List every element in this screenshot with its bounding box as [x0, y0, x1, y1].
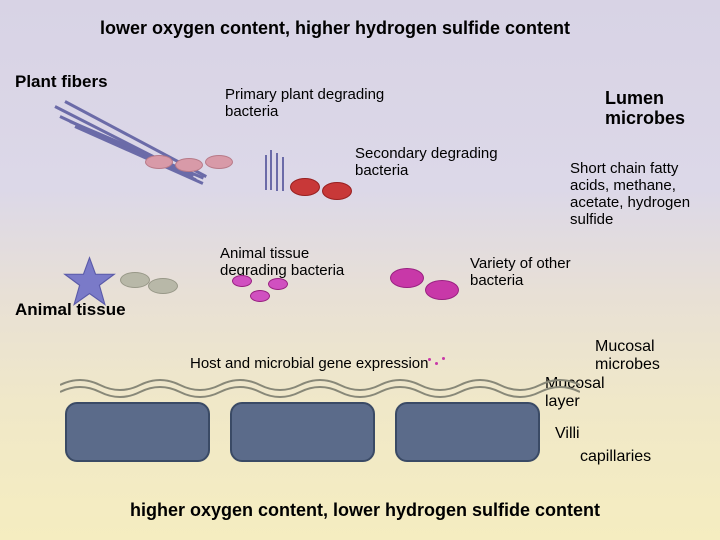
primary-label: Primary plant degrading bacteria	[225, 86, 425, 120]
villus	[65, 402, 210, 462]
plant-fibers-label: Plant fibers	[15, 72, 108, 92]
title-top: lower oxygen content, higher hydrogen su…	[100, 18, 570, 39]
lumen-label-2: microbes	[605, 108, 685, 129]
secondary-bacteria	[290, 178, 320, 196]
primary-bacteria	[145, 155, 173, 169]
scfa-label: Short chain fatty acids, methane, acetat…	[570, 160, 710, 228]
animal-tissue-piece	[120, 272, 150, 288]
animal-degrading-bacteria	[232, 275, 252, 287]
plant-fiber	[54, 105, 193, 178]
villi-label: Villi	[555, 425, 580, 443]
lumen-label-1: Lumen	[605, 88, 664, 109]
fiber-fragment	[276, 153, 278, 191]
animal-tissue-deg-label: Animal tissue degrading bacteria	[220, 245, 380, 279]
variety-label: Variety of other bacteria	[470, 255, 600, 289]
animal-tissue-piece	[148, 278, 178, 294]
capillaries-label: capillaries	[580, 448, 651, 466]
mucosal-microbe-dot	[435, 362, 438, 365]
mucosal-microbe-dot	[442, 357, 445, 360]
villus	[230, 402, 375, 462]
mucosal-wave	[60, 370, 580, 400]
villus	[395, 402, 540, 462]
plant-fiber	[74, 125, 203, 185]
title-bottom: higher oxygen content, lower hydrogen su…	[130, 500, 600, 521]
secondary-bacteria	[322, 182, 352, 200]
fiber-fragment	[270, 150, 272, 190]
animal-degrading-bacteria	[250, 290, 270, 302]
secondary-label: Secondary degrading bacteria	[355, 145, 535, 179]
mucosal-microbes-label: Mucosal microbes	[595, 338, 695, 374]
other-bacteria	[425, 280, 459, 300]
mucosal-microbe-dot	[428, 358, 431, 361]
animal-degrading-bacteria	[268, 278, 288, 290]
primary-bacteria	[205, 155, 233, 169]
fiber-fragment	[265, 155, 267, 190]
animal-tissue-star	[62, 255, 117, 310]
primary-bacteria	[175, 158, 203, 172]
fiber-fragment	[282, 157, 284, 191]
other-bacteria	[390, 268, 424, 288]
